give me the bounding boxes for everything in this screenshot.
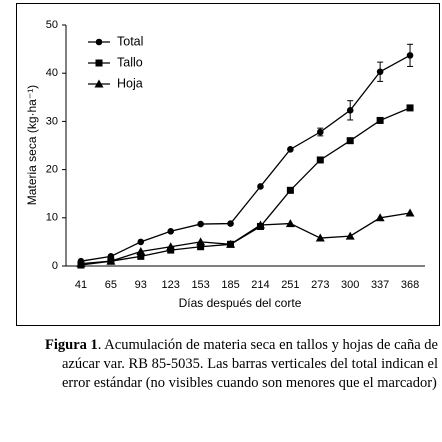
legend-label: Total: [117, 34, 143, 48]
marker: [106, 256, 116, 265]
marker: [345, 231, 355, 240]
y-tick-label: 50: [46, 19, 58, 31]
series-line: [80, 54, 411, 262]
x-tick-label: 251: [281, 279, 299, 291]
marker: [76, 259, 86, 268]
chart-frame: [16, 3, 440, 326]
x-tick-label: 93: [135, 279, 147, 291]
x-tick-label: 337: [371, 279, 389, 291]
marker: [376, 116, 384, 124]
x-tick-label: 273: [311, 279, 329, 291]
x-tick-label: 214: [251, 279, 269, 291]
marker: [166, 242, 176, 251]
y-tick-label: 10: [46, 212, 58, 224]
marker: [376, 68, 384, 76]
caption-label: Figura 1: [45, 337, 98, 353]
y-axis-label: Materia seca (kg·ha⁻¹): [25, 85, 39, 205]
y-tick-label: 0: [52, 260, 58, 272]
marker: [287, 146, 294, 153]
marker: [346, 107, 354, 114]
marker: [227, 220, 234, 227]
marker: [257, 183, 264, 190]
marker: [285, 219, 295, 228]
marker: [255, 220, 265, 229]
x-tick-label: 185: [221, 279, 239, 291]
legend-label: Hoja: [117, 76, 143, 90]
y-tick-label: 20: [46, 164, 58, 176]
x-tick-label: 65: [105, 279, 117, 291]
caption: Figura 1. Acumulación de materia seca en…: [45, 336, 438, 393]
marker: [405, 208, 415, 217]
series-line: [80, 212, 411, 265]
x-tick-label: 41: [75, 279, 87, 291]
marker: [226, 239, 236, 248]
marker: [375, 213, 385, 222]
marker: [406, 52, 414, 59]
legend-marker: [95, 38, 103, 46]
marker: [316, 128, 324, 136]
x-tick-label: 300: [341, 279, 359, 291]
marker: [286, 186, 294, 194]
legend-marker: [95, 59, 103, 67]
chart: Días después del corte Materia seca (kg·…: [16, 3, 440, 326]
marker: [167, 227, 175, 235]
y-tick-label: 30: [46, 115, 58, 127]
series-line: [80, 107, 411, 266]
x-tick-label: 123: [162, 279, 180, 291]
legend-marker: [94, 79, 104, 88]
marker: [197, 243, 205, 251]
marker: [406, 104, 414, 112]
x-tick-label: 368: [401, 279, 419, 291]
marker: [197, 220, 204, 228]
marker: [316, 156, 324, 164]
x-axis-label: Días después del corte: [179, 296, 302, 310]
marker: [137, 238, 145, 246]
caption-text: . Acumulación de materia seca en tallos …: [62, 337, 438, 391]
legend-label: Tallo: [117, 55, 143, 69]
marker: [346, 137, 354, 145]
x-tick-label: 153: [191, 279, 209, 291]
y-tick-label: 40: [46, 67, 58, 79]
marker: [315, 233, 325, 242]
marker: [196, 237, 206, 246]
marker: [136, 247, 146, 256]
marker: [137, 252, 145, 260]
